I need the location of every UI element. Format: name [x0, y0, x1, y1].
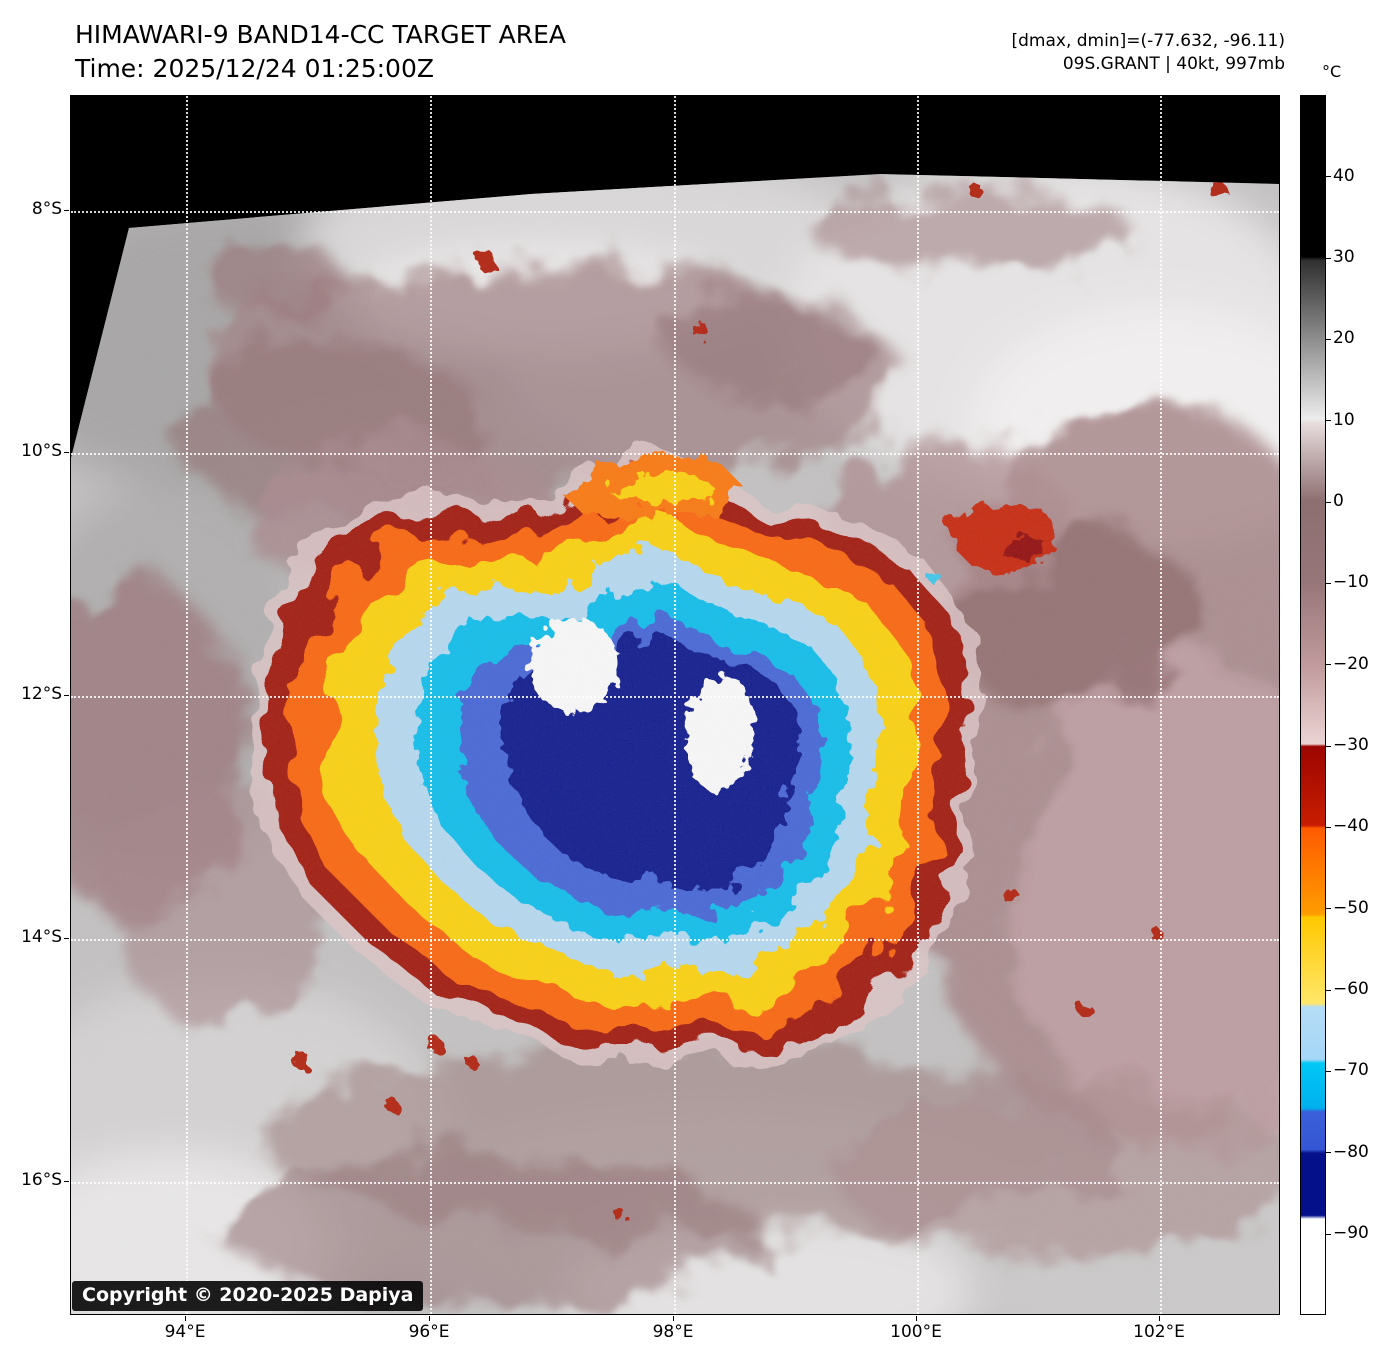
colorbar-tick-label: 0 — [1333, 491, 1344, 511]
x-tick-label: 98°E — [652, 1322, 694, 1342]
map-plot-area — [70, 95, 1280, 1315]
colorbar-tick-mark — [1326, 1071, 1331, 1072]
colorbar-tick-label: −10 — [1333, 572, 1369, 592]
colorbar-tick-mark — [1326, 339, 1331, 340]
gridline-14s — [71, 939, 1279, 941]
figure-title: HIMAWARI-9 BAND14-CC TARGET AREA — [75, 20, 567, 49]
colorbar-tick-mark — [1326, 258, 1331, 259]
colorbar-tick-label: −30 — [1333, 735, 1369, 755]
x-tick-mark — [673, 1316, 674, 1321]
gridline-16s — [71, 1182, 1279, 1184]
x-tick-label: 94°E — [164, 1322, 206, 1342]
colorbar-tick-mark — [1326, 502, 1331, 503]
colorbar-tick-label: −70 — [1333, 1060, 1369, 1080]
colorbar-tick-label: −80 — [1333, 1142, 1369, 1162]
gridline-100e — [917, 96, 919, 1314]
y-tick-mark — [64, 938, 69, 939]
colorbar-tick-label: 20 — [1333, 328, 1355, 348]
colorbar-tick-label: 40 — [1333, 166, 1355, 186]
y-tick-label: 14°S — [21, 927, 62, 947]
x-tick-mark — [916, 1316, 917, 1321]
y-tick-mark — [64, 452, 69, 453]
colorbar-tick-label: −60 — [1333, 979, 1369, 999]
satellite-imagery — [71, 96, 1279, 1314]
colorbar-tick-mark — [1326, 1234, 1331, 1235]
y-tick-label: 10°S — [21, 441, 62, 461]
colorbar-tick-label: −50 — [1333, 898, 1369, 918]
copyright-badge: Copyright © 2020-2025 Dapiya — [72, 1281, 424, 1311]
header-right: [dmax, dmin]=(-77.632, -96.11) 09S.GRANT… — [1012, 30, 1286, 76]
gridline-10s — [71, 453, 1279, 455]
colorbar-tick-mark — [1326, 420, 1331, 421]
x-tick-mark — [429, 1316, 430, 1321]
colorbar-tick-mark — [1326, 583, 1331, 584]
y-tick-label: 16°S — [21, 1170, 62, 1190]
x-tick-label: 102°E — [1133, 1322, 1185, 1342]
figure-time: Time: 2025/12/24 01:25:00Z — [75, 54, 434, 83]
colorbar-tick-label: −90 — [1333, 1223, 1369, 1243]
colorbar-tick-label: −40 — [1333, 816, 1369, 836]
colorbar-tick-label: 30 — [1333, 247, 1355, 267]
gridline-102e — [1160, 96, 1162, 1314]
x-tick-label: 100°E — [890, 1322, 942, 1342]
y-tick-mark — [64, 695, 69, 696]
gridline-96e — [430, 96, 432, 1314]
gridline-98e — [674, 96, 676, 1314]
colorbar-tick-label: 10 — [1333, 410, 1355, 430]
gridline-8s — [71, 211, 1279, 213]
colorbar-tick-mark — [1326, 908, 1331, 909]
colorbar-unit-label: °C — [1322, 62, 1342, 81]
y-tick-mark — [64, 1181, 69, 1182]
y-tick-mark — [64, 210, 69, 211]
colorbar-tick-label: −20 — [1333, 654, 1369, 674]
y-tick-label: 12°S — [21, 684, 62, 704]
scan-area — [71, 174, 1279, 1314]
x-tick-mark — [185, 1316, 186, 1321]
colorbar-gradient — [1300, 95, 1326, 1315]
x-tick-label: 96°E — [408, 1322, 450, 1342]
colorbar-tick-mark — [1326, 664, 1331, 665]
gridline-94e — [186, 96, 188, 1314]
colorbar-tick-mark — [1326, 827, 1331, 828]
y-tick-label: 8°S — [31, 199, 62, 219]
colorbar-tick-mark — [1326, 746, 1331, 747]
gridline-12s — [71, 696, 1279, 698]
dmax-dmin-readout: [dmax, dmin]=(-77.632, -96.11) — [1011, 31, 1286, 51]
colorbar-tick-mark — [1326, 176, 1331, 177]
x-tick-mark — [1159, 1316, 1160, 1321]
colorbar-tick-mark — [1326, 990, 1331, 991]
storm-info: 09S.GRANT | 40kt, 997mb — [1062, 54, 1285, 74]
colorbar-tick-mark — [1326, 1152, 1331, 1153]
